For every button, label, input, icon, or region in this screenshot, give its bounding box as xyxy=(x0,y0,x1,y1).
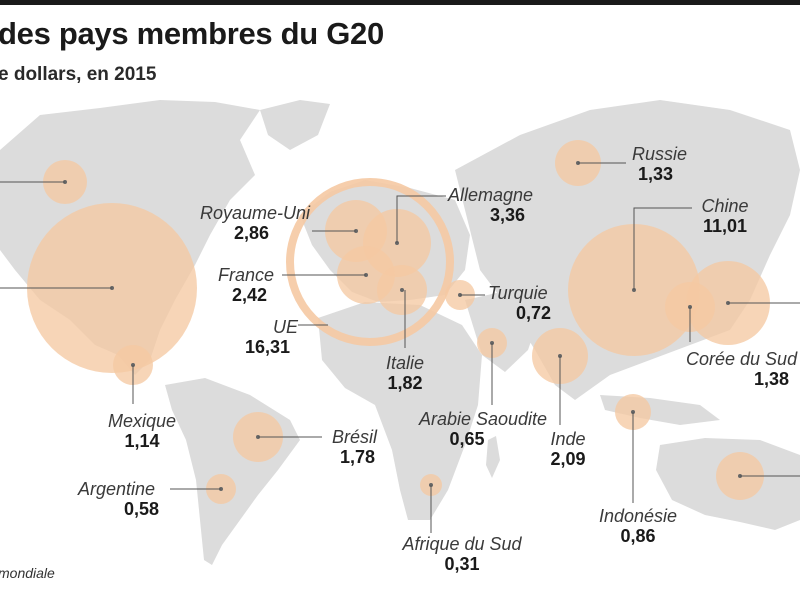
label-russie: Russie 1,33 xyxy=(632,144,688,185)
country-name-russie: Russie xyxy=(632,144,688,164)
label-chine: Chine 11,01 xyxy=(690,196,760,237)
label-afrique-du-sud: Afrique du Sud 0,31 xyxy=(392,534,532,575)
label-allemagne: Allemagne 3,36 xyxy=(448,185,534,226)
country-value-ue: 16,31 xyxy=(245,336,291,357)
country-name-mexique: Mexique xyxy=(107,411,177,431)
map-title: des pays membres du G20 xyxy=(0,16,384,51)
label-coree-du-sud: Corée du Sud 1,38 xyxy=(686,349,798,390)
country-value-indonesie: 0,86 xyxy=(620,525,656,546)
label-ue: UE 16,31 xyxy=(245,317,299,358)
leader-lines xyxy=(0,162,800,533)
country-value-arabie-saoudite: 0,65 xyxy=(449,428,485,449)
label-royaume-uni: Royaume-Uni 2,86 xyxy=(200,203,311,244)
country-value-argentine: 0,58 xyxy=(124,498,160,519)
country-name-italie: Italie xyxy=(385,353,425,373)
country-value-italie: 1,82 xyxy=(387,372,423,393)
label-mexique: Mexique 1,14 xyxy=(96,411,188,452)
bubble-ue-ring xyxy=(286,178,454,346)
label-italie: Italie 1,82 xyxy=(375,353,435,394)
country-value-coree-du-sud: 1,38 xyxy=(754,368,790,389)
land-greenland xyxy=(260,100,330,150)
country-value-inde: 2,09 xyxy=(550,448,586,469)
country-name-indonesie: Indonésie xyxy=(598,506,678,526)
label-indonesie: Indonésie 0,86 xyxy=(578,506,698,547)
country-name-afrique-du-sud: Afrique du Sud xyxy=(402,534,522,554)
map-subtitle: e dollars, en 2015 xyxy=(0,64,157,85)
label-arabie-saoudite: Arabie Saoudite 0,65 xyxy=(408,409,558,450)
country-name-arabie-saoudite: Arabie Saoudite xyxy=(418,409,548,429)
country-value-bresil: 1,78 xyxy=(340,446,376,467)
country-value-russie: 1,33 xyxy=(638,163,674,184)
country-name-chine: Chine xyxy=(701,196,749,216)
label-bresil: Brésil 1,78 xyxy=(332,427,378,468)
country-name-ue: UE xyxy=(273,317,299,337)
country-value-mexique: 1,14 xyxy=(124,430,160,451)
label-argentine: Argentine 0,58 xyxy=(78,479,160,520)
country-name-argentine: Argentine xyxy=(78,479,156,499)
label-france: France 2,42 xyxy=(218,265,275,306)
country-value-france: 2,42 xyxy=(232,284,268,305)
country-name-bresil: Brésil xyxy=(332,427,378,447)
source-note: mondiale xyxy=(0,565,55,581)
country-value-royaume-uni: 2,86 xyxy=(234,222,270,243)
country-name-france: France xyxy=(218,265,275,285)
land-madagascar xyxy=(486,436,500,478)
country-name-turquie: Turquie xyxy=(488,283,548,303)
label-turquie: Turquie 0,72 xyxy=(488,283,552,324)
label-inde: Inde 2,09 xyxy=(540,429,596,470)
leader-allemagne xyxy=(396,195,446,243)
country-value-allemagne: 3,36 xyxy=(490,204,526,225)
country-name-allemagne: Allemagne xyxy=(448,185,534,205)
country-value-afrique-du-sud: 0,31 xyxy=(444,553,480,574)
top-bar xyxy=(0,0,800,5)
country-name-inde: Inde xyxy=(550,429,586,449)
country-name-coree-du-sud: Corée du Sud xyxy=(686,349,798,369)
leader-chine xyxy=(633,207,692,290)
country-value-chine: 11,01 xyxy=(702,215,748,236)
land-south-america xyxy=(165,378,300,565)
country-value-turquie: 0,72 xyxy=(516,302,552,323)
land-africa xyxy=(318,302,482,520)
country-name-royaume-uni: Royaume-Uni xyxy=(200,203,311,223)
